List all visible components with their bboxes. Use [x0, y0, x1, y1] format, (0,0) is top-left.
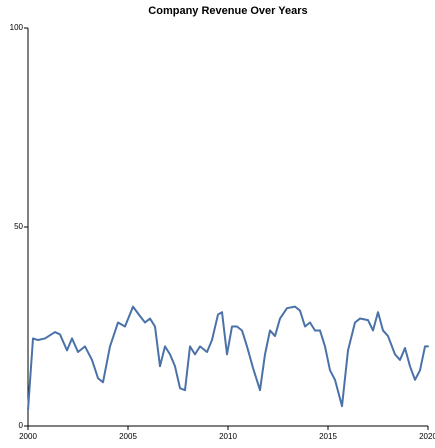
x-tick-label: 2020 — [419, 432, 435, 441]
x-tick-label: 2000 — [19, 432, 37, 441]
y-tick-label: 100 — [10, 23, 24, 32]
y-tick-label: 50 — [14, 222, 23, 231]
y-tick-label: 0 — [19, 421, 24, 430]
line — [27, 305, 429, 412]
x-tick-label: 2010 — [219, 432, 237, 441]
x-tick-label: 2005 — [119, 432, 137, 441]
chart-title: Company Revenue Over Years — [148, 5, 307, 17]
x-tick-label: 2015 — [319, 432, 337, 441]
